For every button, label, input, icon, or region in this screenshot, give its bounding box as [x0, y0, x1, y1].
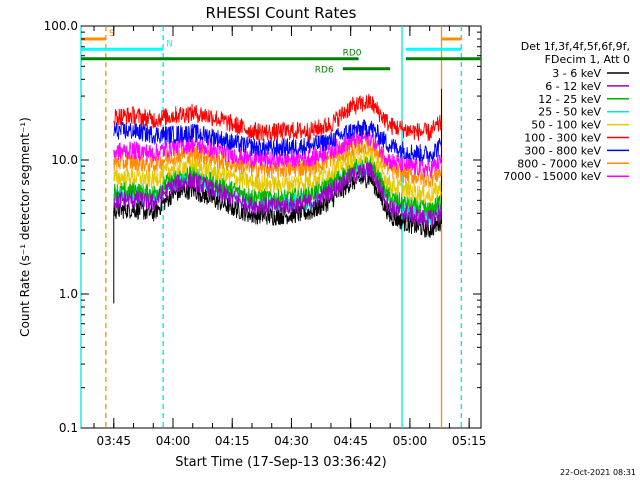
timestamp: 22-Oct-2021 08:31 — [560, 468, 636, 477]
series-line-6 — [113, 119, 442, 163]
x-tick-label: 04:45 — [333, 434, 368, 448]
series-line-8 — [113, 128, 442, 179]
legend-label-2: 12 - 25 keV — [538, 93, 601, 106]
flag-bars: S N RD0 RD6 — [81, 29, 481, 76]
x-tick-label: 05:15 — [452, 434, 487, 448]
x-tick-label: 04:00 — [156, 434, 191, 448]
series-line-4 — [113, 146, 442, 204]
y-tick-label: 10.0 — [51, 153, 78, 167]
flag-label-rd6: RD6 — [315, 66, 334, 76]
legend-label-7: 800 - 7000 keV — [517, 157, 601, 170]
x-tick-label: 04:30 — [274, 434, 309, 448]
x-tick-label: 04:15 — [215, 434, 250, 448]
flag-label-rd0: RD0 — [343, 49, 362, 59]
y-tick-label: 0.1 — [59, 421, 78, 435]
flag-label-s: S — [109, 29, 115, 39]
x-tick-label: 03:45 — [96, 434, 131, 448]
chart-title: RHESSI Count Rates — [206, 4, 357, 22]
legend-label-4: 50 - 100 keV — [531, 119, 601, 132]
x-axis-ticks: 03:45 04:00 04:15 04:30 04:45 05:00 05:15 — [93, 26, 487, 448]
legend-label-8: 7000 - 15000 keV — [503, 170, 601, 183]
y-axis-ticks: 0.1 1.0 10.0 100.0 — [44, 19, 481, 435]
series-line-1 — [113, 161, 442, 228]
legend-label-5: 100 - 300 keV — [524, 132, 601, 145]
legend-label-1: 6 - 12 keV — [545, 80, 601, 93]
series-line-5 — [113, 93, 442, 142]
legend-label-0: 3 - 6 keV — [552, 67, 601, 80]
legend-label-6: 300 - 800 keV — [524, 144, 601, 157]
y-axis-label: Count Rate (s⁻¹ detector segment⁻¹) — [18, 117, 32, 337]
series-group — [113, 88, 442, 304]
x-tick-label: 05:00 — [393, 434, 428, 448]
legend-header-line-2: FDecim 1, Att 0 — [545, 53, 630, 66]
legend: Det 1f,3f,4f,5f,6f,9f,FDecim 1, Att 03 -… — [503, 40, 630, 183]
legend-label-3: 25 - 50 keV — [538, 106, 601, 119]
flag-label-n: N — [166, 39, 173, 49]
x-axis-label: Start Time (17-Sep-13 03:36:42) — [175, 455, 386, 470]
y-tick-label: 1.0 — [59, 287, 78, 301]
legend-header-line-1: Det 1f,3f,4f,5f,6f,9f, — [521, 40, 630, 53]
y-tick-label: 100.0 — [44, 19, 78, 33]
